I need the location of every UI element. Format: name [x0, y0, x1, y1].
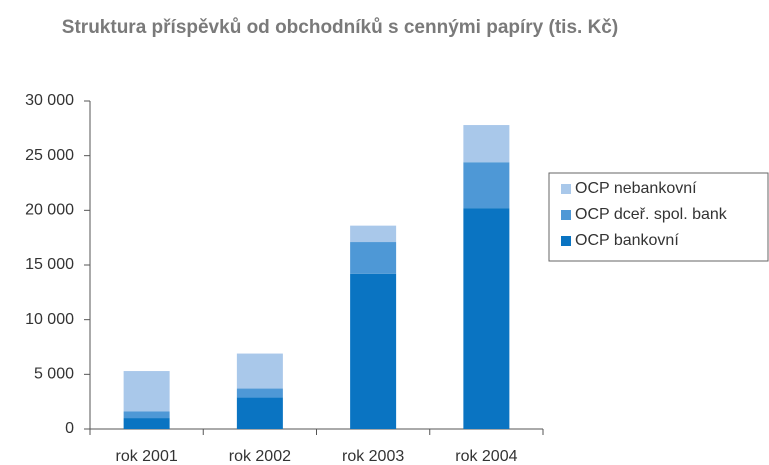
bar-segment: [350, 273, 397, 429]
bar-segment: [123, 411, 170, 419]
bar-segment: [463, 208, 510, 429]
y-tick-label: 10 000: [25, 311, 74, 328]
bar-segment: [236, 388, 283, 398]
bar-segment: [123, 418, 170, 429]
legend-label: OCP dceř. spol. bank: [575, 206, 728, 223]
x-tick-label: rok 2003: [342, 448, 404, 465]
legend-swatch: [561, 236, 571, 246]
chart-title: Struktura příspěvků od obchodníků s cenn…: [61, 17, 619, 38]
bar-segment: [350, 242, 397, 274]
x-tick-label: rok 2004: [455, 448, 517, 465]
bar-segment: [123, 371, 170, 412]
x-tick-label: rok 2001: [115, 448, 177, 465]
y-tick-label: 5 000: [34, 366, 74, 383]
legend-swatch: [561, 210, 571, 220]
x-tick-label: rok 2002: [229, 448, 291, 465]
y-tick-label: 20 000: [25, 202, 74, 219]
bar-segment: [463, 125, 510, 163]
y-tick-label: 30 000: [25, 92, 74, 109]
legend-box: [548, 172, 769, 262]
y-tick-label: 0: [65, 420, 74, 437]
legend-label: OCP bankovní: [575, 232, 679, 249]
legend-label: OCP nebankovní: [575, 180, 697, 197]
bar-segment: [463, 162, 510, 209]
bar-segment: [236, 353, 283, 389]
y-tick-label: 15 000: [25, 256, 74, 273]
bar-segment: [350, 225, 397, 243]
y-tick-label: 25 000: [25, 147, 74, 164]
bar-segment: [236, 397, 283, 429]
legend-swatch: [561, 184, 571, 194]
